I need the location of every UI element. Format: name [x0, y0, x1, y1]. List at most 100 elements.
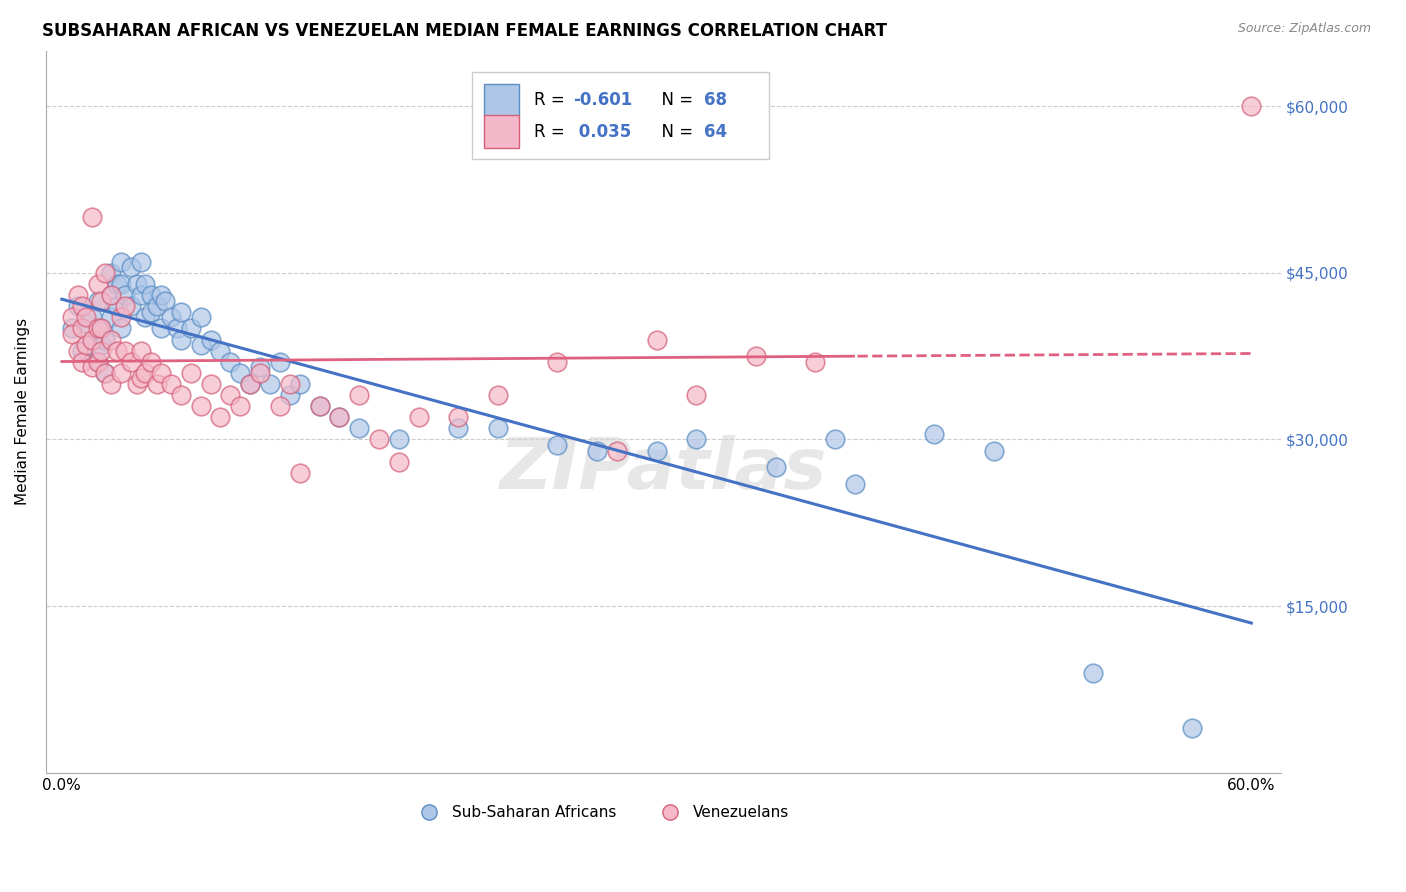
Point	[139, 355, 162, 369]
Point	[114, 299, 136, 313]
Point	[308, 399, 330, 413]
Point	[278, 376, 301, 391]
Point	[1240, 99, 1263, 113]
Point	[347, 388, 370, 402]
Point	[219, 388, 242, 402]
Point	[110, 254, 132, 268]
Point	[149, 288, 172, 302]
Point	[546, 355, 568, 369]
Point	[645, 443, 668, 458]
Point	[744, 349, 766, 363]
Point	[685, 388, 707, 402]
Point	[127, 376, 149, 391]
Point	[765, 460, 787, 475]
Point	[86, 293, 108, 308]
Point	[120, 260, 142, 275]
Point	[129, 343, 152, 358]
Point	[685, 433, 707, 447]
Point	[86, 355, 108, 369]
Point	[70, 355, 93, 369]
Point	[60, 321, 83, 335]
Point	[66, 343, 89, 358]
Point	[447, 410, 470, 425]
Point	[110, 310, 132, 325]
Point	[70, 343, 93, 358]
Point	[129, 371, 152, 385]
Point	[60, 326, 83, 341]
Point	[75, 310, 97, 325]
Point	[229, 366, 252, 380]
Point	[100, 288, 122, 302]
Point	[146, 299, 169, 313]
Point	[249, 360, 271, 375]
Point	[127, 277, 149, 291]
Point	[546, 438, 568, 452]
Text: ZIPatlas: ZIPatlas	[501, 435, 827, 504]
Point	[94, 333, 117, 347]
Point	[200, 333, 222, 347]
Point	[120, 355, 142, 369]
Point	[824, 433, 846, 447]
Point	[308, 399, 330, 413]
Point	[70, 321, 93, 335]
Point	[70, 299, 93, 313]
Text: 64: 64	[704, 122, 727, 141]
Point	[160, 310, 183, 325]
Point	[110, 277, 132, 291]
Point	[328, 410, 350, 425]
Text: 68: 68	[704, 91, 727, 109]
Point	[120, 299, 142, 313]
Point	[170, 304, 193, 318]
Point	[86, 355, 108, 369]
Point	[153, 293, 176, 308]
Y-axis label: Median Female Earnings: Median Female Earnings	[15, 318, 30, 505]
Point	[804, 355, 827, 369]
Text: R =: R =	[534, 91, 569, 109]
Point	[94, 366, 117, 380]
Text: N =: N =	[651, 91, 699, 109]
Point	[269, 355, 291, 369]
Point	[100, 310, 122, 325]
Point	[180, 366, 202, 380]
Point	[922, 426, 945, 441]
Point	[80, 333, 103, 347]
Point	[249, 366, 271, 380]
Point	[209, 343, 232, 358]
Point	[105, 277, 128, 291]
Point	[75, 316, 97, 330]
Point	[139, 288, 162, 302]
Point	[328, 410, 350, 425]
Point	[110, 366, 132, 380]
Point	[586, 443, 609, 458]
Point	[388, 455, 411, 469]
Point	[80, 333, 103, 347]
Point	[486, 421, 509, 435]
Point	[180, 321, 202, 335]
Point	[114, 343, 136, 358]
Point	[129, 288, 152, 302]
Point	[90, 321, 112, 335]
Point	[100, 288, 122, 302]
Point	[229, 399, 252, 413]
Point	[606, 443, 628, 458]
Point	[160, 376, 183, 391]
Point	[447, 421, 470, 435]
Point	[170, 333, 193, 347]
Point	[190, 310, 212, 325]
Point	[1181, 721, 1204, 735]
FancyBboxPatch shape	[472, 72, 769, 159]
Point	[86, 321, 108, 335]
Point	[90, 321, 112, 335]
Point	[200, 376, 222, 391]
Point	[105, 343, 128, 358]
Point	[146, 376, 169, 391]
Point	[86, 277, 108, 291]
FancyBboxPatch shape	[485, 115, 519, 148]
Text: R =: R =	[534, 122, 569, 141]
Point	[239, 376, 262, 391]
Point	[90, 293, 112, 308]
Point	[110, 321, 132, 335]
Text: SUBSAHARAN AFRICAN VS VENEZUELAN MEDIAN FEMALE EARNINGS CORRELATION CHART: SUBSAHARAN AFRICAN VS VENEZUELAN MEDIAN …	[42, 22, 887, 40]
Point	[75, 338, 97, 352]
Point	[288, 376, 311, 391]
